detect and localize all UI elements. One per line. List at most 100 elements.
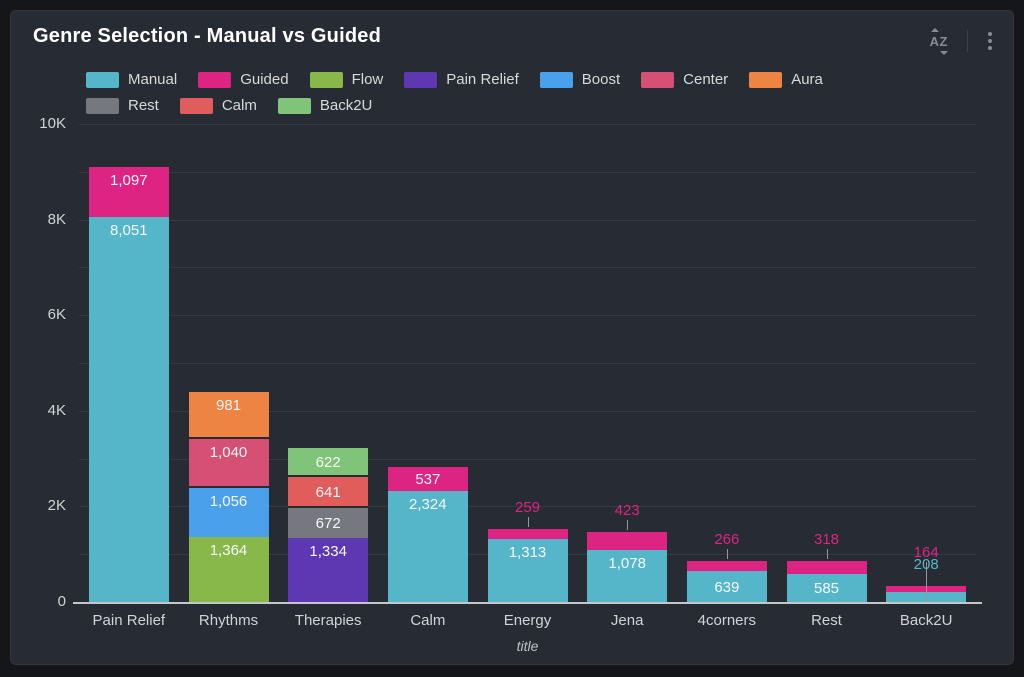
y-axis-tick-label: 8K [47, 210, 66, 228]
legend-label: Pain Relief [446, 71, 519, 88]
sort-az-label: AZ [929, 33, 948, 49]
y-axis-tick-label: 6K [47, 306, 66, 324]
bar-value-label: 1,313 [508, 544, 547, 562]
bar-segment-guided [786, 558, 867, 575]
gridline [79, 219, 976, 221]
gridline [79, 458, 976, 460]
bar-segment-guided [587, 530, 668, 551]
caret-up-icon [930, 27, 939, 32]
bar-value-label: 8,051 [110, 222, 148, 240]
legend-item-rest[interactable]: Rest [86, 97, 159, 114]
sort-az-icon[interactable]: AZ [924, 27, 954, 55]
chart-panel: Genre Selection - Manual vs Guided AZ Ma… [10, 10, 1014, 665]
gridline [79, 124, 976, 125]
legend-label: Rest [128, 97, 159, 114]
legend-item-center[interactable]: Center [641, 71, 728, 88]
legend-swatch [404, 71, 438, 88]
bar-value-label-outside: 266 [714, 530, 740, 548]
legend-label: Aura [791, 71, 823, 88]
legend-swatch [539, 71, 573, 88]
label-connector-line [826, 548, 828, 559]
legend-item-boost[interactable]: Boost [539, 71, 621, 88]
bar-segment-manual: 1,313 [487, 539, 568, 602]
legend-swatch [179, 97, 213, 114]
legend-label: Boost [581, 71, 621, 88]
x-axis-category-label: Therapies [294, 612, 362, 629]
legend-item-guided[interactable]: Guided [198, 71, 289, 88]
legend-swatch [198, 71, 232, 88]
bar-value-label-outside: 164 [913, 544, 939, 562]
legend: Manual Guided Flow Pain Relief Boost Center Au… [86, 71, 916, 114]
bar-value-label: 537 [415, 471, 441, 489]
legend-item-manual[interactable]: Manual [86, 71, 177, 88]
bar-segment-manual: 1,078 [587, 550, 668, 602]
bar-value-label: 981 [215, 396, 242, 414]
x-axis-category-label: 4corners [697, 612, 756, 629]
bar-segment-center: 1,040 [188, 436, 269, 487]
label-connector-line [627, 520, 629, 531]
label-connector-line [527, 516, 529, 527]
legend-swatch [86, 97, 119, 114]
gridline [79, 410, 976, 412]
legend-swatch [277, 97, 311, 114]
gridline [79, 267, 976, 269]
gridline [79, 171, 976, 173]
gridline [79, 506, 976, 508]
gridline [79, 315, 976, 317]
legend-swatch [309, 71, 343, 88]
bar-segment-guided: 537 [387, 465, 468, 491]
y-axis-tick-label: 4K [47, 401, 66, 419]
kebab-dot [988, 39, 992, 43]
legend-item-back2u[interactable]: Back2U [277, 97, 373, 114]
panel-menu-icon[interactable] [981, 29, 999, 53]
panel-header-actions: AZ [924, 27, 999, 55]
legend-item-calm[interactable]: Calm [179, 97, 257, 114]
bar-value-label: 1,056 [209, 493, 248, 511]
bar-segment-manual: 2,324 [387, 490, 468, 602]
x-axis-category-label: Back2U [899, 612, 953, 629]
x-axis-category-label: Jena [610, 612, 644, 629]
bar-segment-flow: 1,364 [188, 536, 269, 602]
bar-segment-manual: 8,051 [88, 217, 169, 602]
legend-label: Manual [128, 71, 178, 88]
bar-value-label-outside: 208 [913, 556, 939, 574]
bar-value-label-outside: 259 [514, 498, 541, 516]
bar-value-label-outside: 423 [614, 502, 640, 520]
bar-segment-calm: 641 [288, 475, 369, 507]
bar-segment-aura: 981 [188, 389, 269, 437]
legend-label: Center [683, 71, 729, 88]
legend-item-aura[interactable]: Aura [749, 71, 823, 88]
gridline [79, 363, 976, 364]
bar-value-label: 1,097 [110, 171, 148, 189]
bar-segment-guided [487, 526, 568, 540]
y-axis-tick-label: 10K [39, 115, 66, 132]
bar-segment-guided: 1,097 [88, 164, 169, 218]
bar-segment-manual: 639 [686, 571, 767, 602]
legend-swatch [641, 71, 675, 88]
legend-label: Back2U [319, 97, 373, 114]
legend-label: Guided [240, 71, 289, 88]
bar-value-label: 585 [813, 580, 840, 597]
x-axis-category-label: Rest [811, 612, 842, 629]
bar-value-label: 2,324 [409, 495, 447, 513]
x-axis-category-label: Rhythms [198, 612, 259, 629]
kebab-dot [988, 46, 992, 50]
caret-down-icon [940, 50, 948, 55]
bar-value-label: 622 [315, 453, 341, 471]
bar-value-label: 1,364 [209, 541, 248, 559]
label-connector-line [726, 548, 728, 559]
bar-segment-manual: 585 [786, 574, 867, 602]
x-axis-category-label: Energy [503, 612, 552, 629]
legend-item-flow[interactable]: Flow [309, 71, 384, 88]
y-axis-tick-label: 2K [47, 497, 66, 515]
bar-segment-guided [686, 558, 767, 572]
bar-segment-pain-relief: 1,334 [288, 538, 369, 602]
label-connector-line [926, 562, 928, 602]
legend-swatch [749, 71, 783, 88]
bar-segment-rest: 672 [288, 506, 369, 539]
legend-item-pain-relief[interactable]: Pain Relief [404, 71, 519, 88]
legend-label: Flow [351, 71, 384, 88]
x-axis-title: title [516, 638, 539, 654]
bar-segment-back2u: 622 [288, 445, 369, 476]
bar-value-label: 639 [714, 578, 740, 596]
